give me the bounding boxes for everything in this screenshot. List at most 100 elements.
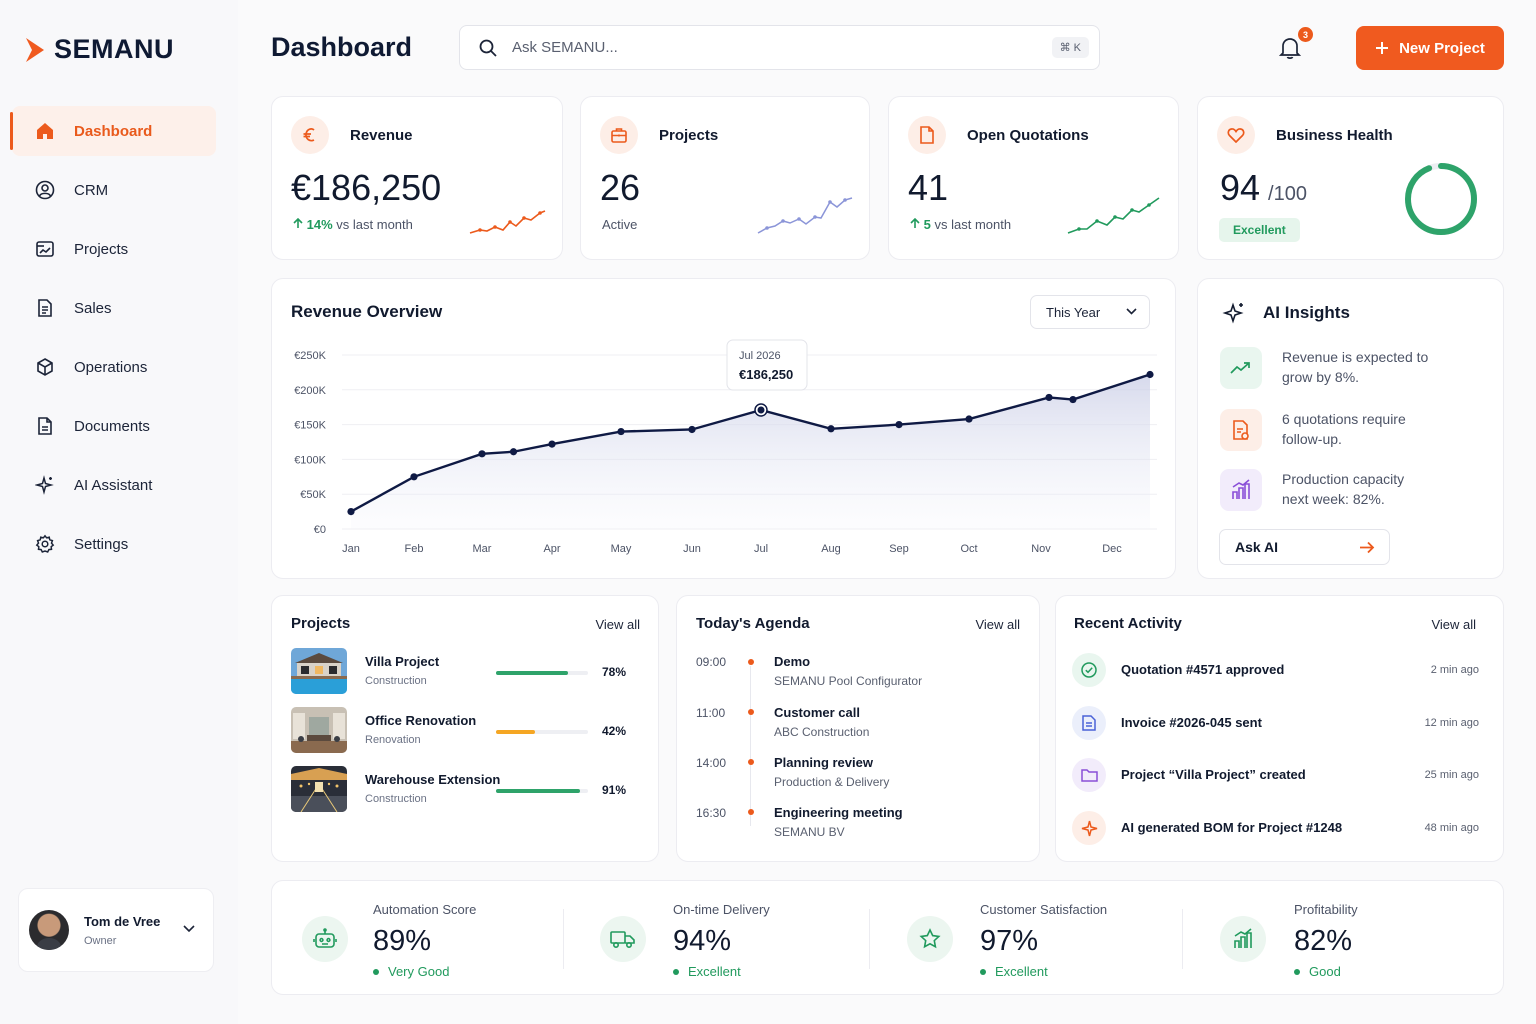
- data-point: [617, 427, 625, 436]
- arrow-up-icon: [910, 217, 920, 228]
- project-row[interactable]: Warehouse Extension Construction 91%: [291, 766, 631, 812]
- ask-ai-button[interactable]: Ask AI: [1219, 529, 1390, 565]
- sidebar-item-label: Documents: [74, 417, 150, 435]
- kpi-card-business-health[interactable]: Business Health 94/100 Excellent: [1197, 96, 1504, 260]
- kpi-value: 94/100: [1220, 167, 1307, 208]
- page-title: Dashboard: [271, 32, 413, 62]
- sidebar-item-ai-assistant[interactable]: AI Assistant: [12, 460, 216, 510]
- y-tick-label: €0: [314, 524, 326, 536]
- agenda-title[interactable]: Engineering meeting: [774, 805, 903, 820]
- activity-text[interactable]: AI generated BOM for Project #1248: [1121, 820, 1343, 835]
- agenda-title[interactable]: Customer call: [774, 705, 860, 720]
- metric-profitability[interactable]: Profitability 82% Good: [1192, 881, 1492, 995]
- agenda-time: 16:30: [696, 806, 727, 820]
- kpi-sub: Active: [602, 217, 638, 232]
- series-line: [350, 373, 1151, 513]
- insight-item[interactable]: Revenue is expected to grow by 8%.: [1220, 347, 1432, 389]
- sidebar-item-dashboard[interactable]: Dashboard: [10, 106, 216, 156]
- metric-value: 89%: [373, 925, 432, 957]
- metric-automation-score[interactable]: Automation Score 89% Very Good: [272, 881, 572, 995]
- heart-icon: [1217, 116, 1255, 154]
- new-project-button[interactable]: New Project: [1356, 26, 1504, 70]
- chevron-down-icon[interactable]: [183, 925, 195, 933]
- agenda-title[interactable]: Demo: [774, 654, 811, 669]
- agenda-sub: SEMANU BV: [774, 825, 845, 839]
- sidebar-item-label: Projects: [74, 240, 129, 258]
- sidebar-nav: Dashboard CRM Projects Sales Operations: [0, 106, 238, 578]
- metrics-strip: Automation Score 89% Very Good On-time D…: [271, 880, 1504, 995]
- kpi-value: €186,250: [291, 167, 442, 208]
- project-row[interactable]: Villa Project Construction 78%: [291, 648, 631, 694]
- agenda-time: 11:00: [696, 706, 726, 720]
- activity-text[interactable]: Invoice #2026-045 sent: [1121, 715, 1262, 730]
- avatar: [29, 910, 69, 950]
- notification-badge: 3: [1298, 27, 1313, 42]
- sparkles-icon: [34, 474, 56, 496]
- project-category: Construction: [365, 793, 427, 805]
- insight-item[interactable]: 6 quotations require follow-up.: [1220, 409, 1432, 451]
- activity-text[interactable]: Quotation #4571 approved: [1121, 662, 1285, 677]
- search-input[interactable]: [512, 39, 1032, 56]
- quote-doc-icon: [1220, 409, 1262, 451]
- sidebar-item-crm[interactable]: CRM: [12, 165, 216, 215]
- sidebar-item-settings[interactable]: Settings: [12, 519, 216, 569]
- progress-bar-fill: [496, 730, 535, 734]
- user-profile-card[interactable]: Tom de Vree Owner: [18, 888, 214, 972]
- sidebar-item-sales[interactable]: Sales: [12, 283, 216, 333]
- brand-logo[interactable]: SEMANU: [24, 34, 174, 65]
- bell-icon[interactable]: [1279, 36, 1301, 60]
- timeline-dot: [748, 659, 754, 665]
- agenda-title[interactable]: Planning review: [774, 755, 873, 770]
- kpi-card-projects[interactable]: Projects 26 Active: [580, 96, 870, 260]
- view-all-link[interactable]: View all: [595, 617, 640, 632]
- period-select[interactable]: This Year: [1030, 295, 1150, 329]
- insight-item[interactable]: Production capacity next week: 82%.: [1220, 469, 1432, 511]
- agenda-sub: SEMANU Pool Configurator: [774, 674, 923, 688]
- document-icon: [34, 297, 56, 319]
- project-name: Office Renovation: [365, 713, 477, 728]
- projects-sparkline: [757, 197, 853, 234]
- agenda-time: 14:00: [696, 756, 727, 770]
- x-tick-label: Jan: [342, 543, 360, 555]
- sidebar-item-operations[interactable]: Operations: [12, 342, 216, 392]
- kpi-card-open-quotations[interactable]: Open Quotations 41 5 vs last month: [888, 96, 1179, 260]
- project-category: Renovation: [365, 734, 421, 746]
- metric-label: Profitability: [1294, 902, 1358, 917]
- x-tick-label: Mar: [473, 543, 492, 555]
- section-title: AI Insights: [1263, 303, 1350, 322]
- activity-text[interactable]: Project “Villa Project” created: [1121, 767, 1306, 782]
- health-ring-gauge: [1405, 163, 1477, 235]
- sparkle-icon: [1072, 811, 1106, 845]
- metric-on-time-delivery[interactable]: On-time Delivery 94% Excellent: [572, 881, 872, 995]
- y-tick-label: €50K: [300, 489, 326, 501]
- revenue-line-chart[interactable]: €0 €50K €100K €150K €200K €250K Jan Feb Mar Apr Ma…: [272, 279, 1177, 580]
- y-tick-label: €100K: [294, 454, 326, 466]
- timeline-dot: [748, 709, 754, 715]
- project-row[interactable]: Office Renovation Renovation 42%: [291, 707, 631, 753]
- progress-bar-fill: [496, 671, 568, 675]
- project-name: Warehouse Extension: [365, 772, 501, 787]
- activity-time: 2 min ago: [1430, 664, 1479, 676]
- kpi-title: Business Health: [1276, 127, 1393, 144]
- office-thumbnail: [291, 707, 347, 753]
- sidebar-item-documents[interactable]: Documents: [12, 401, 216, 451]
- file-icon: [908, 116, 946, 154]
- new-project-label: New Project: [1399, 39, 1485, 57]
- project-progress: 78%: [602, 665, 627, 679]
- search-bar[interactable]: ⌘ K: [459, 25, 1100, 70]
- progress-bar: [496, 730, 588, 734]
- kpi-value: 26: [600, 167, 641, 208]
- status-badge: Excellent: [1219, 218, 1300, 242]
- kpi-value: 41: [908, 167, 949, 208]
- truck-icon: [600, 916, 646, 962]
- kpi-card-revenue[interactable]: Revenue €186,250 14% vs last month: [271, 96, 563, 260]
- metric-customer-satisfaction[interactable]: Customer Satisfaction 97% Excellent: [878, 881, 1178, 995]
- view-all-link[interactable]: View all: [1431, 617, 1476, 632]
- view-all-link[interactable]: View all: [975, 617, 1020, 632]
- data-point: [548, 440, 556, 448]
- sidebar-item-projects[interactable]: Projects: [12, 224, 216, 274]
- project-category: Construction: [365, 675, 427, 687]
- x-tick-label: May: [611, 543, 632, 555]
- star-icon: [907, 916, 953, 962]
- metric-label: Customer Satisfaction: [980, 902, 1108, 917]
